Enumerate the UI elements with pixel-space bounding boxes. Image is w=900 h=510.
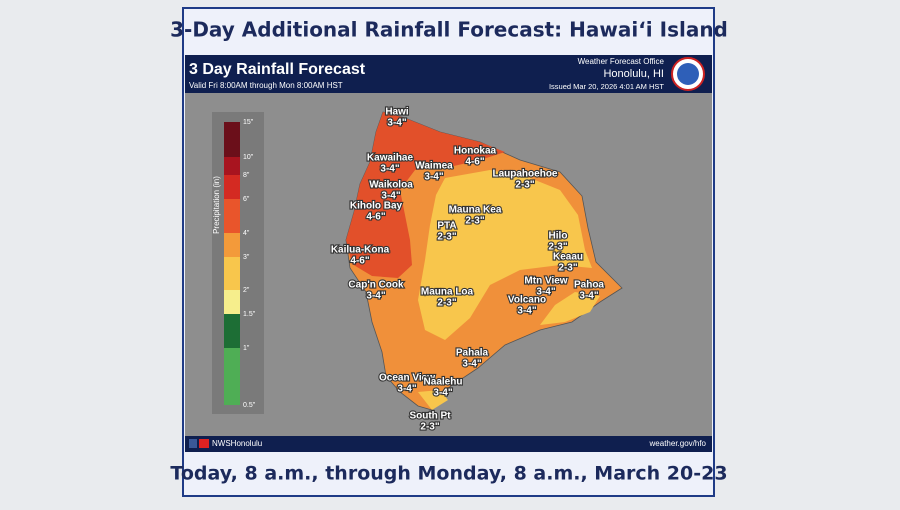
valid-time: Valid Fri 8:00AM through Mon 8:00AM HST xyxy=(189,81,343,90)
legend-swatch xyxy=(224,175,240,199)
location-name: South Pt xyxy=(409,411,451,422)
location-amount: 2-3" xyxy=(515,180,534,191)
location-amount: 3-4" xyxy=(536,287,555,298)
legend-swatch xyxy=(224,290,240,314)
location-amount: 3-4" xyxy=(381,191,400,202)
legend-label: 10" xyxy=(243,154,254,161)
location-amount: 2-3" xyxy=(437,232,456,243)
location-amount: 3-4" xyxy=(517,306,536,317)
zone-2-3-south xyxy=(418,390,448,410)
legend-label: 6" xyxy=(243,196,250,203)
legend-label: 3" xyxy=(243,254,250,261)
location-name: Waikoloa xyxy=(369,180,413,191)
legend-swatch xyxy=(224,233,240,257)
legend-label: 8" xyxy=(243,172,250,179)
legend-label: 0.5" xyxy=(243,402,256,409)
location-amount: 3-4" xyxy=(397,384,416,395)
title: 3-Day Additional Rainfall Forecast: Hawa… xyxy=(170,18,728,42)
location-amount: 2-3" xyxy=(465,216,484,227)
location-name: Pahoa xyxy=(574,280,604,291)
location-name: Hilo xyxy=(549,231,568,242)
location-amount: 2-3" xyxy=(437,298,456,309)
location-name: Mtn View xyxy=(524,276,567,287)
legend-label: 1" xyxy=(243,345,250,352)
legend-swatch xyxy=(224,122,240,157)
youtube-icon xyxy=(199,439,209,448)
location-name: Keaau xyxy=(553,252,583,263)
location-name: Honokaa xyxy=(454,146,497,157)
legend-title: Precipitation (in) xyxy=(212,176,221,234)
legend-swatch xyxy=(224,157,240,175)
location-name: Volcano xyxy=(508,295,546,306)
nws-logo-inner xyxy=(677,63,699,85)
office: Weather Forecast Office xyxy=(578,57,665,66)
legend-swatch xyxy=(224,314,240,348)
location-amount: 2-3" xyxy=(420,422,439,433)
zone-2-3-puna xyxy=(540,292,600,325)
location-name: Ocean View xyxy=(379,373,435,384)
map-title: 3 Day Rainfall Forecast xyxy=(189,61,366,78)
location-amount: 2-3" xyxy=(558,263,577,274)
location-amount: 4-6" xyxy=(350,256,369,267)
location-name: Cap'n Cook xyxy=(348,280,404,291)
legend-label: 1.5" xyxy=(243,311,256,318)
location-amount: 4-6" xyxy=(465,157,484,168)
location-name: Kailua-Kona xyxy=(331,245,390,256)
social: NWSHonolulu xyxy=(212,439,262,448)
location-amount: 4-6" xyxy=(366,212,385,223)
legend-label: 4" xyxy=(243,230,250,237)
location-name: Kawaihae xyxy=(367,153,414,164)
location-name: Mauna Kea xyxy=(449,205,502,216)
issued: Issued Mar 20, 2026 4:01 AM HST xyxy=(549,82,664,91)
location-name: Mauna Loa xyxy=(421,287,474,298)
location-name: Hawi xyxy=(385,107,409,118)
island xyxy=(345,111,623,411)
legend-label: 15" xyxy=(243,119,254,126)
zone-2-3 xyxy=(418,170,592,340)
location-name: PTA xyxy=(437,221,456,232)
location-name: Laupahoehoe xyxy=(492,169,557,180)
legend-swatch xyxy=(224,199,240,233)
legend-swatch xyxy=(224,348,240,405)
website: weather.gov/hfo xyxy=(649,439,707,448)
legend-swatch xyxy=(224,257,240,290)
legend: 15" 10" 8" 6" 4" 3" 2" 1.5" 1" 0.5" xyxy=(224,119,256,409)
location-amount: 3-4" xyxy=(462,359,481,370)
location-amount: 3-4" xyxy=(433,388,452,399)
location-amount: 3-4" xyxy=(366,291,385,302)
location-name: Waimea xyxy=(415,161,453,172)
location-name: Pahala xyxy=(456,348,489,359)
zone-4-6 xyxy=(346,112,505,278)
office-location: Honolulu, HI xyxy=(603,68,664,80)
map-header xyxy=(185,55,712,93)
location-name: Kiholo Bay xyxy=(350,201,403,212)
map-footer xyxy=(185,436,712,452)
location-amount: 2-3" xyxy=(548,242,567,253)
location-amount: 3-4" xyxy=(387,118,406,129)
legend-label: 2" xyxy=(243,287,250,294)
location-amount: 3-4" xyxy=(380,164,399,175)
facebook-icon xyxy=(189,439,197,448)
location-amount: 3-4" xyxy=(424,172,443,183)
caption: Today, 8 a.m., through Monday, 8 a.m., M… xyxy=(170,463,727,485)
location-name: Naalehu xyxy=(424,377,463,388)
location-amount: 3-4" xyxy=(579,291,598,302)
